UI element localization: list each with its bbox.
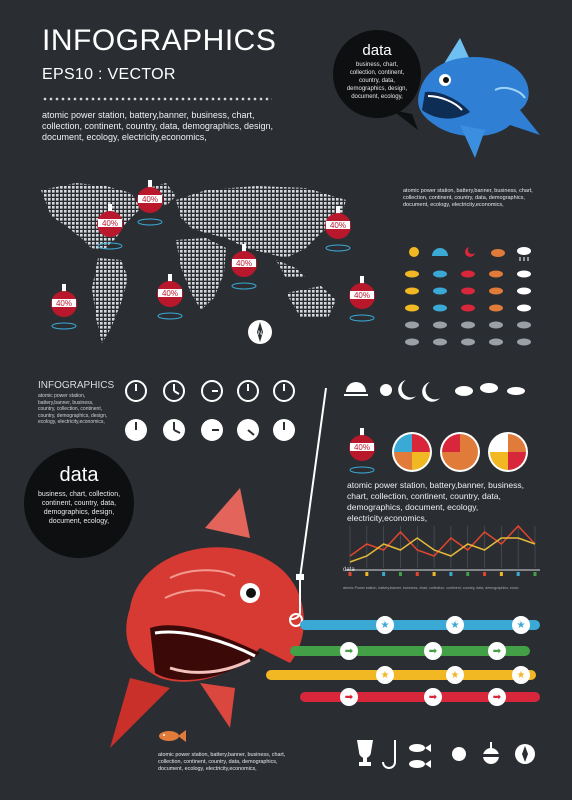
fishing-line [290, 388, 327, 620]
page-title: INFOGRAPHICS [42, 24, 277, 57]
big-data-bubble: data business, chart, collection, contin… [24, 448, 134, 558]
svg-text:N: N [258, 331, 262, 337]
compass-icon [515, 744, 535, 764]
small-infographics-text: atomic power station, battery,banner, bu… [38, 393, 108, 425]
top-bubble-text: business, chart, collection, continent, … [346, 62, 408, 100]
weather-icon-strip [344, 380, 525, 402]
pie-charts [392, 432, 528, 472]
red-fish-illustration [110, 488, 304, 748]
small-infographics-title: INFOGRAPHICS [38, 380, 115, 391]
map-marker: 40% [349, 276, 375, 322]
trophy-icon: ★ [446, 666, 464, 684]
fish-icon [409, 744, 431, 768]
progress-bar-blue [300, 620, 540, 630]
hook-icon [382, 740, 396, 769]
map-marker: 40% [97, 204, 123, 250]
big-bubble-text: business, chart, collection, continent, … [37, 491, 121, 525]
small-orange-fish-icon [159, 730, 186, 742]
map-marker: 40% [157, 274, 183, 320]
svg-text:40%: 40% [354, 443, 370, 452]
icon-grid [405, 246, 531, 346]
rain-cloud-icon [517, 247, 531, 261]
chart-tick-marker [348, 572, 352, 576]
pie-chart-1 [392, 432, 432, 472]
trophy-icon: ★ [376, 666, 394, 684]
big-bubble-heading: data [59, 464, 99, 486]
map-marker: 40% [325, 206, 351, 252]
fish-icon: ➡ [488, 688, 506, 706]
mid-description: atomic power station, battery,banner, bu… [347, 480, 525, 523]
progress-bar-red [300, 692, 540, 702]
top-data-bubble: data business, chart, collection, contin… [333, 30, 421, 118]
map-marker-label: 40% [56, 299, 72, 308]
pie-chart-2 [440, 432, 480, 472]
chart-series-line [349, 537, 536, 563]
float-icon [483, 742, 499, 764]
map-marker: 40% [231, 244, 257, 290]
chart-series-line [349, 524, 536, 557]
bottom-caption: atomic power station, battery,banner, bu… [158, 752, 286, 772]
chart-tick-marker [398, 572, 402, 576]
map-marker-label: 40% [142, 195, 158, 204]
fish-icon: ➡ [488, 642, 506, 660]
chart-tick-marker [449, 572, 453, 576]
clock-icons [125, 380, 295, 441]
chart-tick-marker [432, 572, 436, 576]
chart-tick-marker [382, 572, 386, 576]
compass-icon: N [248, 320, 272, 344]
chart-tick-marker [415, 572, 419, 576]
moon-icon [465, 246, 476, 257]
page-subtitle: EPS10 : VECTOR [42, 66, 176, 83]
chart-tick-marker [516, 572, 520, 576]
chart-tick-marker [466, 572, 470, 576]
progress-bar-green [290, 646, 530, 656]
cloud-sun-icon [432, 248, 448, 256]
sun-icon [409, 247, 419, 257]
fish-icon: ➡ [424, 688, 442, 706]
top-bubble-tail [392, 110, 418, 130]
blue-fish-illustration [418, 38, 540, 158]
map-marker: 40% [137, 180, 163, 226]
line-chart [345, 524, 540, 576]
trophy-icon: ★ [446, 616, 464, 634]
chart-tick-marker [483, 572, 487, 576]
cloud-icon [491, 249, 505, 257]
trophy-icon: ★ [376, 616, 394, 634]
fish-icon: ➡ [340, 688, 358, 706]
trophy-icon [357, 740, 373, 766]
top-fish-caption: atomic power station, battery,banner, bu… [403, 188, 533, 208]
map-marker-label: 40% [236, 259, 252, 268]
map-marker: 40% [51, 284, 77, 330]
chart-tick-marker [499, 572, 503, 576]
trophy-icon: ★ [512, 616, 530, 634]
sun-icon [452, 747, 466, 761]
world-map [41, 183, 346, 343]
mid-float-marker: 40% [349, 428, 375, 474]
chart-tick-marker [533, 572, 537, 576]
map-marker-label: 40% [162, 289, 178, 298]
chart-tick-marker [365, 572, 369, 576]
top-bubble-heading: data [362, 42, 392, 59]
fish-icon: ➡ [340, 642, 358, 660]
header-description: atomic power station, battery,banner, bu… [42, 110, 273, 142]
fish-icon: ➡ [424, 642, 442, 660]
dotted-divider [42, 96, 272, 102]
chart-caption: atomic Power station, battery,banner, bu… [343, 586, 519, 590]
trophy-icon: ★ [512, 666, 530, 684]
pie-chart-3 [488, 432, 528, 472]
map-marker-label: 40% [102, 219, 118, 228]
map-marker-label: 40% [330, 221, 346, 230]
progress-bar-yellow [266, 670, 536, 680]
map-marker-label: 40% [354, 291, 370, 300]
bottom-icon-row [357, 740, 535, 769]
chart-label: data [343, 567, 355, 573]
